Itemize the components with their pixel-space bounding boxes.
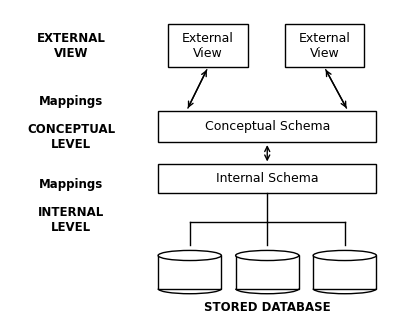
Ellipse shape bbox=[158, 250, 221, 260]
Text: Conceptual Schema: Conceptual Schema bbox=[204, 120, 330, 133]
Text: EXTERNAL
VIEW: EXTERNAL VIEW bbox=[37, 32, 106, 60]
Text: External
View: External View bbox=[298, 32, 350, 60]
Bar bbox=[284, 25, 364, 67]
Bar bbox=[236, 255, 299, 289]
Ellipse shape bbox=[313, 250, 377, 260]
Text: Mappings: Mappings bbox=[39, 94, 104, 108]
Text: CONCEPTUAL
LEVEL: CONCEPTUAL LEVEL bbox=[27, 124, 115, 151]
Text: Mappings: Mappings bbox=[39, 178, 104, 191]
Ellipse shape bbox=[236, 250, 299, 260]
Bar bbox=[313, 255, 376, 289]
Text: STORED DATABASE: STORED DATABASE bbox=[204, 301, 330, 314]
Text: INTERNAL
LEVEL: INTERNAL LEVEL bbox=[38, 206, 104, 234]
Text: External
View: External View bbox=[182, 32, 234, 60]
Bar bbox=[158, 164, 377, 193]
Bar bbox=[168, 25, 248, 67]
Bar bbox=[158, 111, 377, 142]
Text: Internal Schema: Internal Schema bbox=[216, 172, 319, 185]
Bar bbox=[158, 255, 221, 289]
